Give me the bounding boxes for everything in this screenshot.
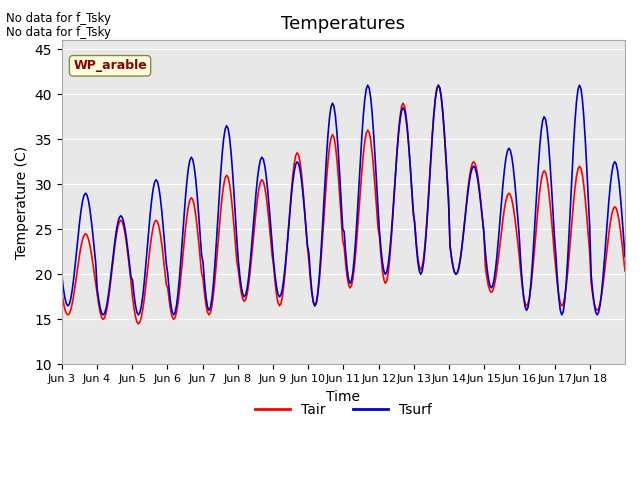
Tsurf	[77, 208, 85, 214]
Title: Temperatures: Temperatures	[282, 15, 406, 33]
Tsurf	[546, 160, 554, 166]
Tsurf	[349, 268, 357, 274]
Tsurf	[435, 82, 442, 88]
Line: Tsurf: Tsurf	[62, 85, 625, 315]
Tair	[546, 201, 554, 206]
Tair	[349, 275, 357, 281]
Legend: Tair, Tsurf: Tair, Tsurf	[250, 397, 437, 422]
Tair	[58, 291, 66, 297]
Tsurf	[620, 234, 627, 240]
Tair	[462, 202, 470, 207]
Text: No data for f_Tsky: No data for f_Tsky	[6, 26, 111, 39]
Text: WP_arable: WP_arable	[73, 60, 147, 72]
Tair	[134, 321, 142, 327]
X-axis label: Time: Time	[326, 390, 360, 404]
Tair	[77, 243, 85, 249]
Tair	[435, 82, 442, 88]
Tair	[95, 301, 102, 307]
Line: Tair: Tair	[62, 85, 625, 324]
Tsurf	[462, 204, 470, 210]
Tair	[620, 254, 627, 260]
Tsurf	[58, 274, 66, 279]
Text: No data for f_Tsky: No data for f_Tsky	[6, 12, 111, 25]
Tsurf	[95, 297, 102, 302]
Y-axis label: Temperature (C): Temperature (C)	[15, 146, 29, 259]
Tsurf	[99, 312, 107, 318]
Tair	[621, 268, 629, 274]
Tsurf	[621, 254, 629, 260]
